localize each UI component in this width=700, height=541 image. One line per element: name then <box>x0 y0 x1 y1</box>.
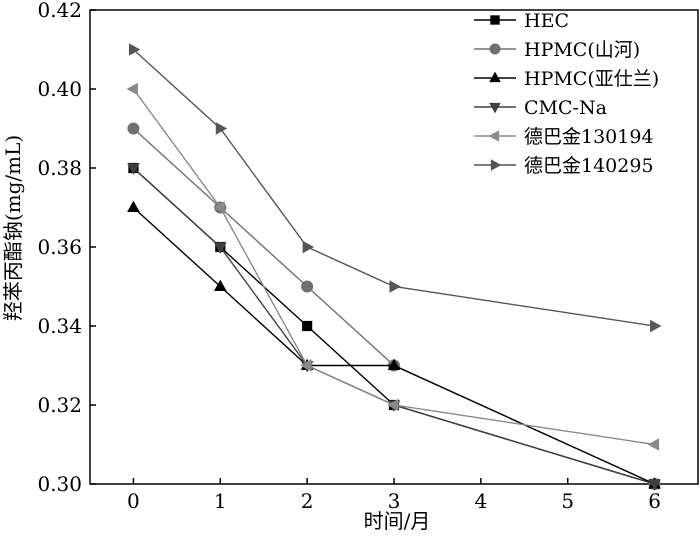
series-line <box>132 167 655 485</box>
series-2 <box>127 122 661 490</box>
legend-item: CMC-Na <box>474 97 607 119</box>
axes: 0 1 2 3 4 5 6 0.30 0.32 0.34 0.36 0.38 0.40 0.42 <box>37 0 699 513</box>
series-line <box>132 127 655 485</box>
data-point <box>127 163 140 175</box>
x-tick-label: 3 <box>388 489 401 513</box>
legend: HEC HPMC(山河) HPMC(亚仕兰) CMC-Na 德巴金130194 德巴金14… <box>474 10 659 177</box>
data-point <box>213 242 227 254</box>
data-point <box>213 279 227 291</box>
x-tick-label: 4 <box>474 489 487 513</box>
legend-marker <box>489 71 501 83</box>
legend-marker <box>490 159 502 171</box>
legend-marker <box>488 130 500 142</box>
data-point <box>302 240 315 254</box>
data-point <box>301 280 314 293</box>
data-point <box>127 200 140 212</box>
series-4 <box>127 163 661 491</box>
legend-label: 德巴金130194 <box>524 126 654 148</box>
y-tick-label: 0.40 <box>37 77 82 101</box>
x-axis-title: 时间/月 <box>364 509 431 533</box>
series-line <box>132 167 655 485</box>
data-point <box>126 82 138 96</box>
series-1 <box>128 162 660 490</box>
legend-item: 德巴金140295 <box>474 155 654 177</box>
y-tick-label: 0.42 <box>37 0 82 22</box>
series-6 <box>128 43 662 333</box>
data-point <box>389 280 401 293</box>
data-point <box>300 359 312 372</box>
legend-label: CMC-Na <box>524 97 607 119</box>
legend-marker <box>489 102 501 114</box>
y-tick-label: 0.32 <box>37 393 82 417</box>
x-tick-label: 0 <box>127 489 140 513</box>
y-tick-label: 0.38 <box>37 156 82 180</box>
data-point <box>387 398 399 412</box>
legend-marker <box>490 15 500 25</box>
legend-item: HPMC(山河) <box>474 39 640 61</box>
series-3 <box>127 200 661 489</box>
data-point <box>127 122 140 135</box>
data-point <box>215 122 228 135</box>
legend-item: HEC <box>474 10 569 32</box>
legend-label: HPMC(亚仕兰) <box>524 68 659 90</box>
data-point <box>648 479 661 491</box>
data-point <box>647 438 660 451</box>
data-point <box>387 358 401 370</box>
legend-label: HEC <box>524 10 569 32</box>
data-point <box>128 43 141 56</box>
legend-label: HPMC(山河) <box>524 39 640 61</box>
y-axis-title: 羟苯丙酯钠(mg/mL) <box>1 135 25 321</box>
y-tick-label: 0.30 <box>37 472 82 496</box>
data-point <box>650 319 662 333</box>
x-tick-label: 2 <box>301 489 314 513</box>
series-line <box>132 206 655 485</box>
data-point <box>302 320 313 332</box>
legend-item: HPMC(亚仕兰) <box>474 68 659 90</box>
y-tick-label: 0.36 <box>37 235 82 259</box>
x-tick-label: 1 <box>214 489 227 513</box>
series-5 <box>126 82 660 451</box>
series-layer <box>126 43 662 491</box>
y-tick-label: 0.34 <box>37 314 82 338</box>
x-tick-label: 6 <box>648 489 661 513</box>
data-point <box>213 201 225 214</box>
legend-label: 德巴金140295 <box>524 155 654 177</box>
x-tick-label: 5 <box>561 489 574 513</box>
legend-marker <box>489 43 501 55</box>
legend-item: 德巴金130194 <box>474 126 654 148</box>
